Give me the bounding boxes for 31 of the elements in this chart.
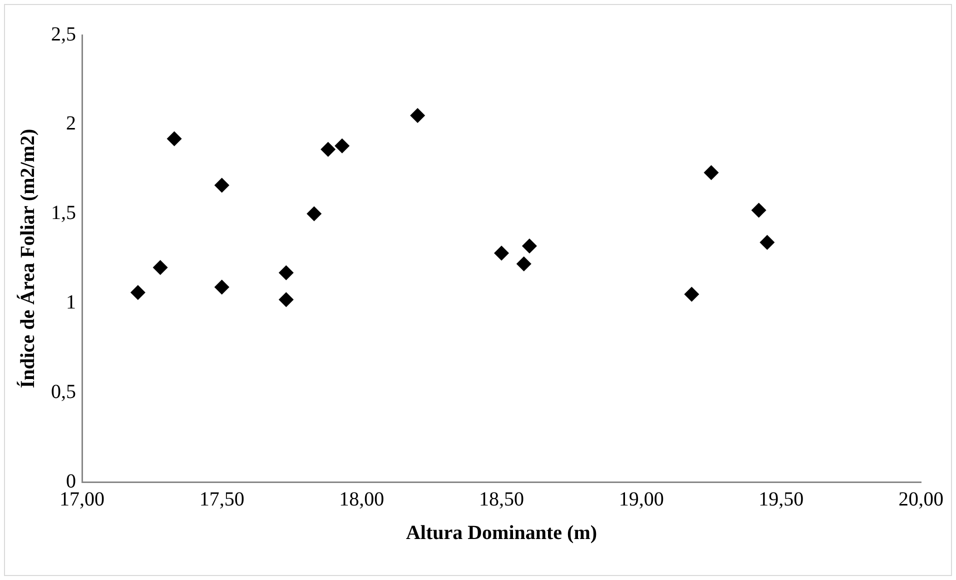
y-tick-label: 2 (66, 112, 76, 135)
point (410, 108, 426, 123)
y-tick-label: 1,5 (51, 202, 76, 224)
point (516, 256, 532, 272)
x-axis-title: Altura Dominante (m) (406, 522, 598, 544)
x-tick-label: 18,00 (339, 488, 384, 510)
point (760, 234, 775, 250)
x-tick-label: 19,00 (618, 488, 664, 510)
x-tick-label: 17,50 (199, 488, 244, 510)
point (214, 280, 230, 295)
y-tick-label: 2,5 (51, 23, 76, 46)
x-tick-label: 18,50 (479, 488, 524, 510)
point (320, 142, 336, 157)
point (751, 202, 766, 218)
y-tick-label: 0,5 (51, 380, 76, 403)
point (306, 206, 322, 222)
point (278, 265, 294, 280)
y-axis-title: Índice de Área Foliar (m2/m2) (16, 128, 40, 388)
point (334, 138, 350, 154)
x-tick-label: 19,50 (758, 488, 804, 510)
point (278, 292, 294, 308)
point (130, 284, 146, 300)
point (684, 286, 700, 302)
x-tick-label: 20,00 (898, 488, 944, 510)
point (152, 260, 168, 275)
point (704, 165, 719, 180)
point (494, 246, 509, 261)
point (214, 178, 230, 193)
point (166, 131, 182, 146)
y-tick-label: 1 (66, 291, 76, 314)
point (522, 238, 537, 254)
